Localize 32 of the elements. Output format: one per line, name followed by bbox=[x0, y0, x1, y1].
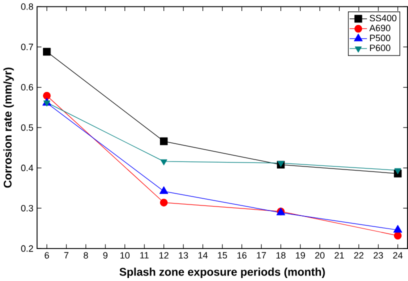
legend-label: P600 bbox=[370, 44, 390, 51]
x-tick-label: 14 bbox=[198, 252, 208, 258]
x-tick-label: 7 bbox=[64, 252, 68, 258]
x-tick-label: 9 bbox=[103, 252, 108, 258]
y-tick-label: 0.5 bbox=[21, 124, 34, 131]
x-tick-label: 13 bbox=[178, 252, 188, 258]
y-tick-label: 0.7 bbox=[21, 44, 34, 50]
y-tick-label: 0.6 bbox=[21, 84, 34, 90]
legend-label: SS400 bbox=[370, 14, 396, 22]
x-tick-label: 24 bbox=[393, 252, 403, 258]
y-tick-label: 0.4 bbox=[21, 164, 34, 171]
x-tick-label: 12 bbox=[159, 252, 168, 258]
legend-label: P500 bbox=[370, 34, 390, 41]
x-tick-label: 21 bbox=[334, 252, 344, 258]
y-tick-label: 0.8 bbox=[21, 3, 34, 10]
x-tick-label: 11 bbox=[140, 252, 149, 258]
x-tick-label: 16 bbox=[237, 252, 246, 258]
legend-label: A690 bbox=[369, 24, 390, 32]
x-tick-label: 10 bbox=[120, 252, 130, 258]
x-axis-title: Splash zone exposure periods (month) bbox=[120, 267, 325, 278]
y-tick-label: 0.3 bbox=[21, 204, 34, 212]
x-tick-label: 17 bbox=[256, 252, 266, 258]
x-tick-label: 6 bbox=[44, 252, 49, 258]
y-axis-title: Corrosion rate (mm/yr) bbox=[3, 67, 14, 188]
x-tick-label: 22 bbox=[354, 252, 364, 258]
x-tick-label: 20 bbox=[315, 252, 325, 258]
y-tick-label: 0.2 bbox=[21, 245, 34, 252]
x-tick-label: 15 bbox=[218, 252, 228, 258]
x-tick-label: 18 bbox=[276, 252, 286, 258]
x-tick-label: 19 bbox=[296, 252, 305, 258]
x-tick-label: 8 bbox=[84, 252, 88, 258]
x-tick-label: 23 bbox=[374, 252, 383, 258]
